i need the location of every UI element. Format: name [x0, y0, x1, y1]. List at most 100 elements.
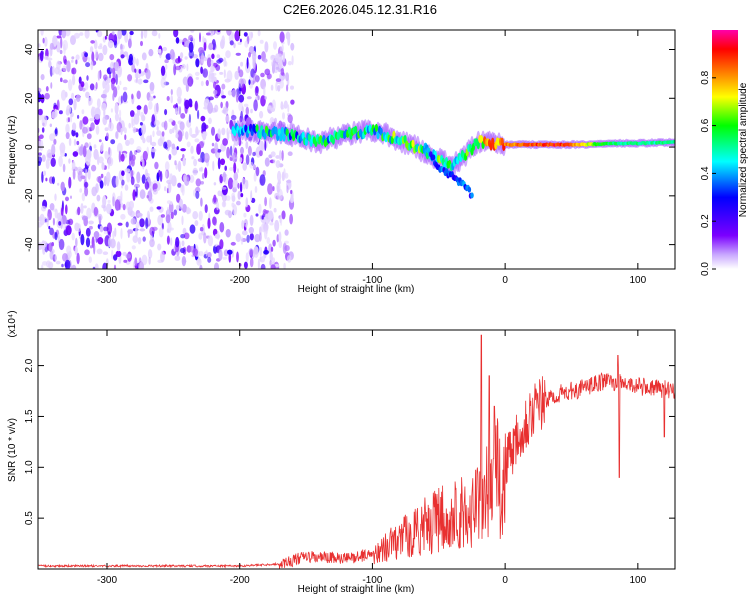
heatmap-cell — [208, 42, 214, 51]
heatmap-cell — [164, 109, 168, 116]
heatmap-cell — [175, 37, 180, 44]
heatmap-cell — [65, 225, 72, 236]
heatmap-cell — [121, 179, 125, 186]
heatmap-cell — [146, 195, 149, 199]
heatmap-cell — [221, 127, 226, 136]
heatmap-cell — [282, 51, 285, 63]
heatmap-cell — [236, 251, 239, 263]
heatmap-cell — [166, 235, 170, 245]
heatmap-cell — [89, 83, 95, 91]
heatmap-cell — [120, 213, 126, 220]
heatmap-cell — [72, 122, 77, 131]
heatmap-cell — [208, 117, 212, 125]
heatmap-cell — [403, 135, 407, 143]
heatmap-cell — [204, 57, 207, 62]
heatmap-cell — [165, 139, 172, 148]
heatmap-cell — [95, 82, 98, 90]
heatmap-cell — [61, 263, 64, 268]
snr-series-line — [38, 334, 675, 569]
heatmap-cell — [180, 203, 184, 209]
heatmap-cell — [49, 42, 55, 50]
heatmap-cell — [88, 256, 93, 264]
heatmap-cell — [248, 248, 254, 256]
heatmap-cell — [217, 30, 221, 33]
heatmap-cell — [210, 65, 215, 73]
heatmap-cell — [46, 149, 53, 161]
heatmap-cell — [198, 141, 204, 149]
heatmap-cell — [48, 261, 54, 269]
heatmap-cell — [219, 71, 224, 75]
heatmap-cell — [146, 135, 152, 143]
heatmap-cell — [57, 182, 60, 186]
heatmap-cell — [207, 102, 214, 114]
heatmap-cell — [123, 259, 128, 263]
heatmap-cell — [112, 196, 115, 207]
heatmap-cell — [246, 96, 252, 100]
heatmap-cell — [115, 175, 119, 187]
heatmap-cell — [41, 127, 45, 133]
heatmap-cell — [291, 55, 294, 66]
heatmap-cell — [71, 92, 75, 100]
heatmap-cell — [226, 127, 229, 136]
heatmap-cell — [249, 257, 254, 268]
heatmap-cell — [77, 170, 83, 182]
heatmap-cell — [79, 188, 83, 193]
heatmap-cell — [141, 52, 147, 61]
heatmap-cell — [233, 42, 236, 49]
colorbar-tick-label: 0.4 — [700, 166, 711, 180]
y-tick-label: 1.5 — [24, 409, 35, 423]
heatmap-cell — [77, 114, 80, 119]
heatmap-cell — [170, 89, 173, 96]
heatmap-cell — [83, 205, 87, 209]
heatmap-cell — [202, 68, 208, 78]
spectrogram-y-label: Frequency (Hz) — [7, 116, 18, 185]
heatmap-cell — [282, 133, 286, 142]
heatmap-cell — [224, 78, 231, 83]
heatmap-cell — [145, 69, 151, 80]
heatmap-cell — [68, 79, 73, 91]
heatmap-cell — [144, 181, 150, 190]
heatmap-cell — [164, 59, 169, 64]
heatmap-cell — [243, 32, 248, 37]
heatmap-cell — [194, 100, 198, 112]
heatmap-cell — [71, 232, 75, 241]
heatmap-cell — [68, 158, 71, 164]
heatmap-cell — [50, 82, 53, 89]
heatmap-cell — [114, 227, 117, 237]
heatmap-cell — [241, 220, 245, 229]
heatmap-cell — [58, 110, 63, 115]
heatmap-cell — [272, 239, 276, 247]
heatmap-cell — [93, 242, 96, 255]
heatmap-cell — [264, 41, 269, 53]
heatmap-cell — [200, 66, 204, 74]
heatmap-cell — [96, 194, 101, 202]
heatmap-cell — [260, 72, 265, 78]
heatmap-cell — [192, 167, 198, 176]
heatmap-cell — [117, 30, 123, 40]
heatmap-cell — [38, 156, 43, 164]
heatmap-cell — [80, 203, 84, 214]
heatmap-cell — [263, 86, 266, 97]
heatmap-cell — [235, 94, 239, 103]
heatmap-cell — [51, 176, 56, 185]
heatmap-cell — [287, 114, 293, 123]
heatmap-cell — [190, 145, 194, 154]
heatmap-cell — [124, 184, 129, 191]
heatmap-cell — [104, 35, 107, 40]
heatmap-cell — [54, 193, 57, 201]
heatmap-cell — [125, 139, 130, 146]
heatmap-cell — [278, 240, 283, 249]
heatmap-cell — [240, 146, 244, 155]
heatmap-cell — [246, 234, 250, 243]
heatmap-cell — [259, 39, 264, 44]
heatmap-cell — [225, 61, 228, 67]
heatmap-cell — [177, 98, 182, 105]
heatmap-cell — [70, 35, 76, 46]
heatmap-cell — [264, 157, 270, 167]
heatmap-cell — [68, 137, 72, 147]
heatmap-cell — [174, 255, 181, 261]
heatmap-cell — [237, 190, 241, 200]
heatmap-cell — [176, 193, 181, 203]
heatmap-cell — [233, 162, 237, 174]
heatmap-cell — [93, 231, 100, 239]
